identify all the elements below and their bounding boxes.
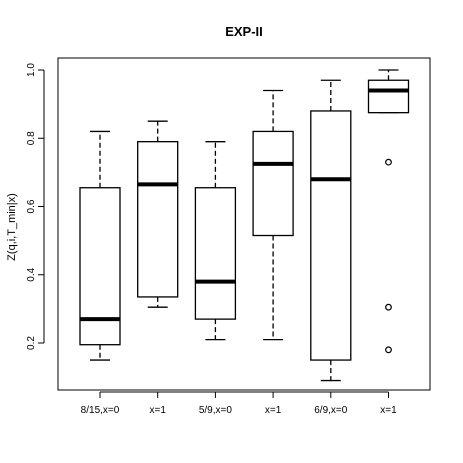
x-tick-label: x=1 — [265, 405, 282, 416]
box-group — [367, 69, 410, 354]
y-axis: 0.2 0.4 0.6 0.8 1.0 — [26, 63, 45, 350]
box-group — [137, 120, 179, 308]
y-axis-label: Z(q,i,T_min|x) — [6, 193, 18, 261]
boxes-layer — [79, 69, 410, 382]
y-tick-label: 0.8 — [26, 131, 37, 145]
iqr-box — [194, 187, 237, 320]
y-tick-label: 0.2 — [26, 336, 37, 350]
plot-frame — [57, 57, 431, 391]
y-tick-label: 1.0 — [26, 63, 37, 77]
outlier-point — [385, 346, 392, 354]
iqr-box — [310, 110, 352, 361]
x-tick-label: x=1 — [380, 405, 397, 416]
iqr-box — [367, 79, 410, 114]
y-tick-label: 0.4 — [26, 267, 37, 281]
x-tick-label: 5/9,x=0 — [199, 405, 233, 416]
box-group — [194, 141, 237, 341]
y-tick-label: 0.6 — [26, 199, 37, 213]
outlier-point — [385, 303, 392, 311]
iqr-box — [79, 187, 121, 346]
chart-title: EXP-II — [225, 24, 263, 39]
iqr-box — [137, 141, 179, 298]
box-group — [79, 130, 121, 361]
iqr-box — [252, 130, 294, 237]
box-group — [252, 89, 294, 341]
box-group — [310, 79, 352, 382]
x-tick-label: 6/9,x=0 — [314, 405, 348, 416]
x-tick-label: x=1 — [149, 405, 166, 416]
x-tick-label: 8/15,x=0 — [81, 405, 120, 416]
x-axis-labels: 8/15,x=0 x=1 5/9,x=0 x=1 6/9,x=0 x=1 — [81, 391, 397, 416]
outlier-point — [385, 158, 392, 166]
